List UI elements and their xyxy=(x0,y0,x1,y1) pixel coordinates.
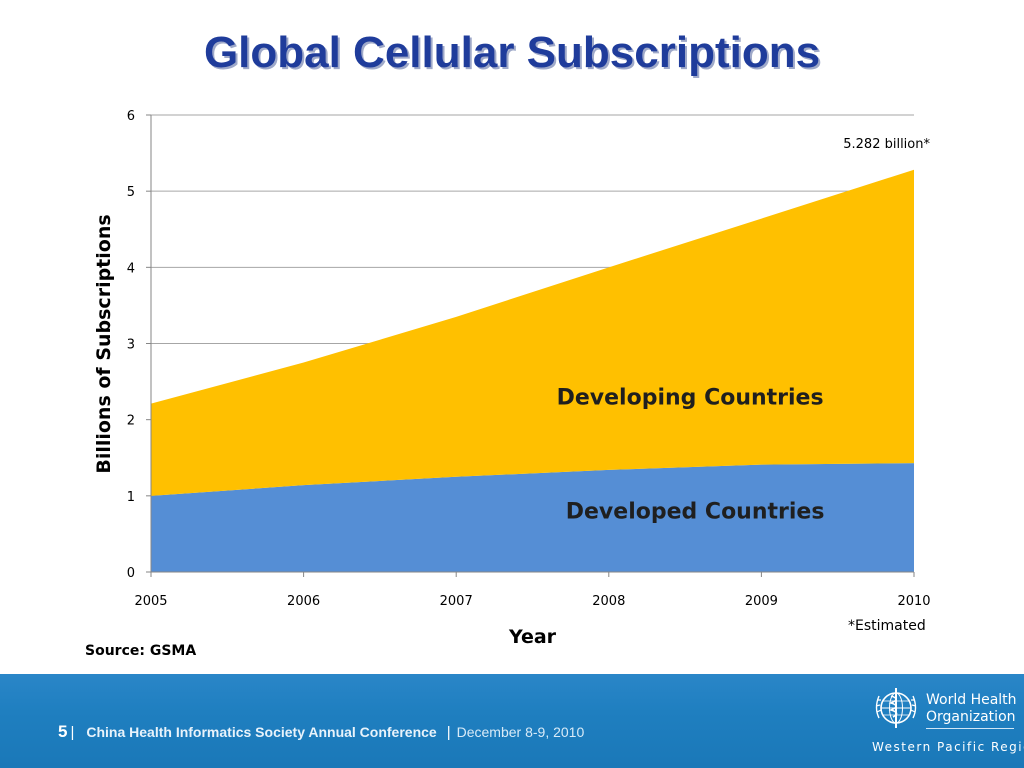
y-tick-label: 6 xyxy=(127,109,135,124)
who-region: Western Pacific Region xyxy=(872,740,1024,754)
conference-date: December 8-9, 2010 xyxy=(456,724,585,740)
x-tick-label: 2005 xyxy=(134,594,167,609)
series-label-developed: Developed Countries xyxy=(566,499,825,524)
estimated-note: *Estimated xyxy=(848,618,926,634)
footer-bar: 5 | China Health Informatics Society Ann… xyxy=(0,674,1024,768)
footer-info: 5 | China Health Informatics Society Ann… xyxy=(58,722,584,742)
y-tick-label: 3 xyxy=(127,338,135,353)
area-series-2 xyxy=(151,169,914,496)
who-divider xyxy=(926,728,1014,729)
slide-title: Global Cellular Subscriptions xyxy=(203,28,821,77)
y-tick-label: 1 xyxy=(127,490,135,505)
footer-separator: | xyxy=(70,724,75,741)
x-axis-title: Year xyxy=(508,626,557,648)
who-name-line2: Organization xyxy=(926,709,1016,725)
x-tick-label: 2006 xyxy=(287,594,320,609)
who-emblem-icon xyxy=(875,688,917,728)
x-tick-label: 2009 xyxy=(745,594,778,609)
y-tick-label: 2 xyxy=(127,414,135,429)
area-chart: 0 1 2 3 4 5 6 2005 2006 2007 2008 2009 2010 Developed… xyxy=(93,109,931,648)
x-tick-label: 2008 xyxy=(592,594,625,609)
page-number: 5 xyxy=(58,722,68,741)
x-tick-label: 2010 xyxy=(897,594,930,609)
who-logo: World Health Organization Western Pacifi… xyxy=(868,682,1024,762)
y-tick-label: 5 xyxy=(127,185,135,200)
series-label-developing: Developing Countries xyxy=(557,385,824,410)
y-axis-title: Billions of Subscriptions xyxy=(93,214,115,473)
who-name: World Health Organization xyxy=(926,692,1017,726)
source-note: Source: GSMA xyxy=(85,643,197,659)
total-annotation: 5.282 billion* xyxy=(843,137,930,152)
area-series-1 xyxy=(151,463,914,572)
x-tick-label: 2007 xyxy=(440,594,473,609)
who-name-line1: World Health xyxy=(926,692,1017,708)
y-tick-label: 4 xyxy=(127,261,135,276)
footer-separator-2: | xyxy=(446,724,451,741)
conference-name: China Health Informatics Society Annual … xyxy=(86,724,437,740)
y-tick-label: 0 xyxy=(127,566,135,581)
